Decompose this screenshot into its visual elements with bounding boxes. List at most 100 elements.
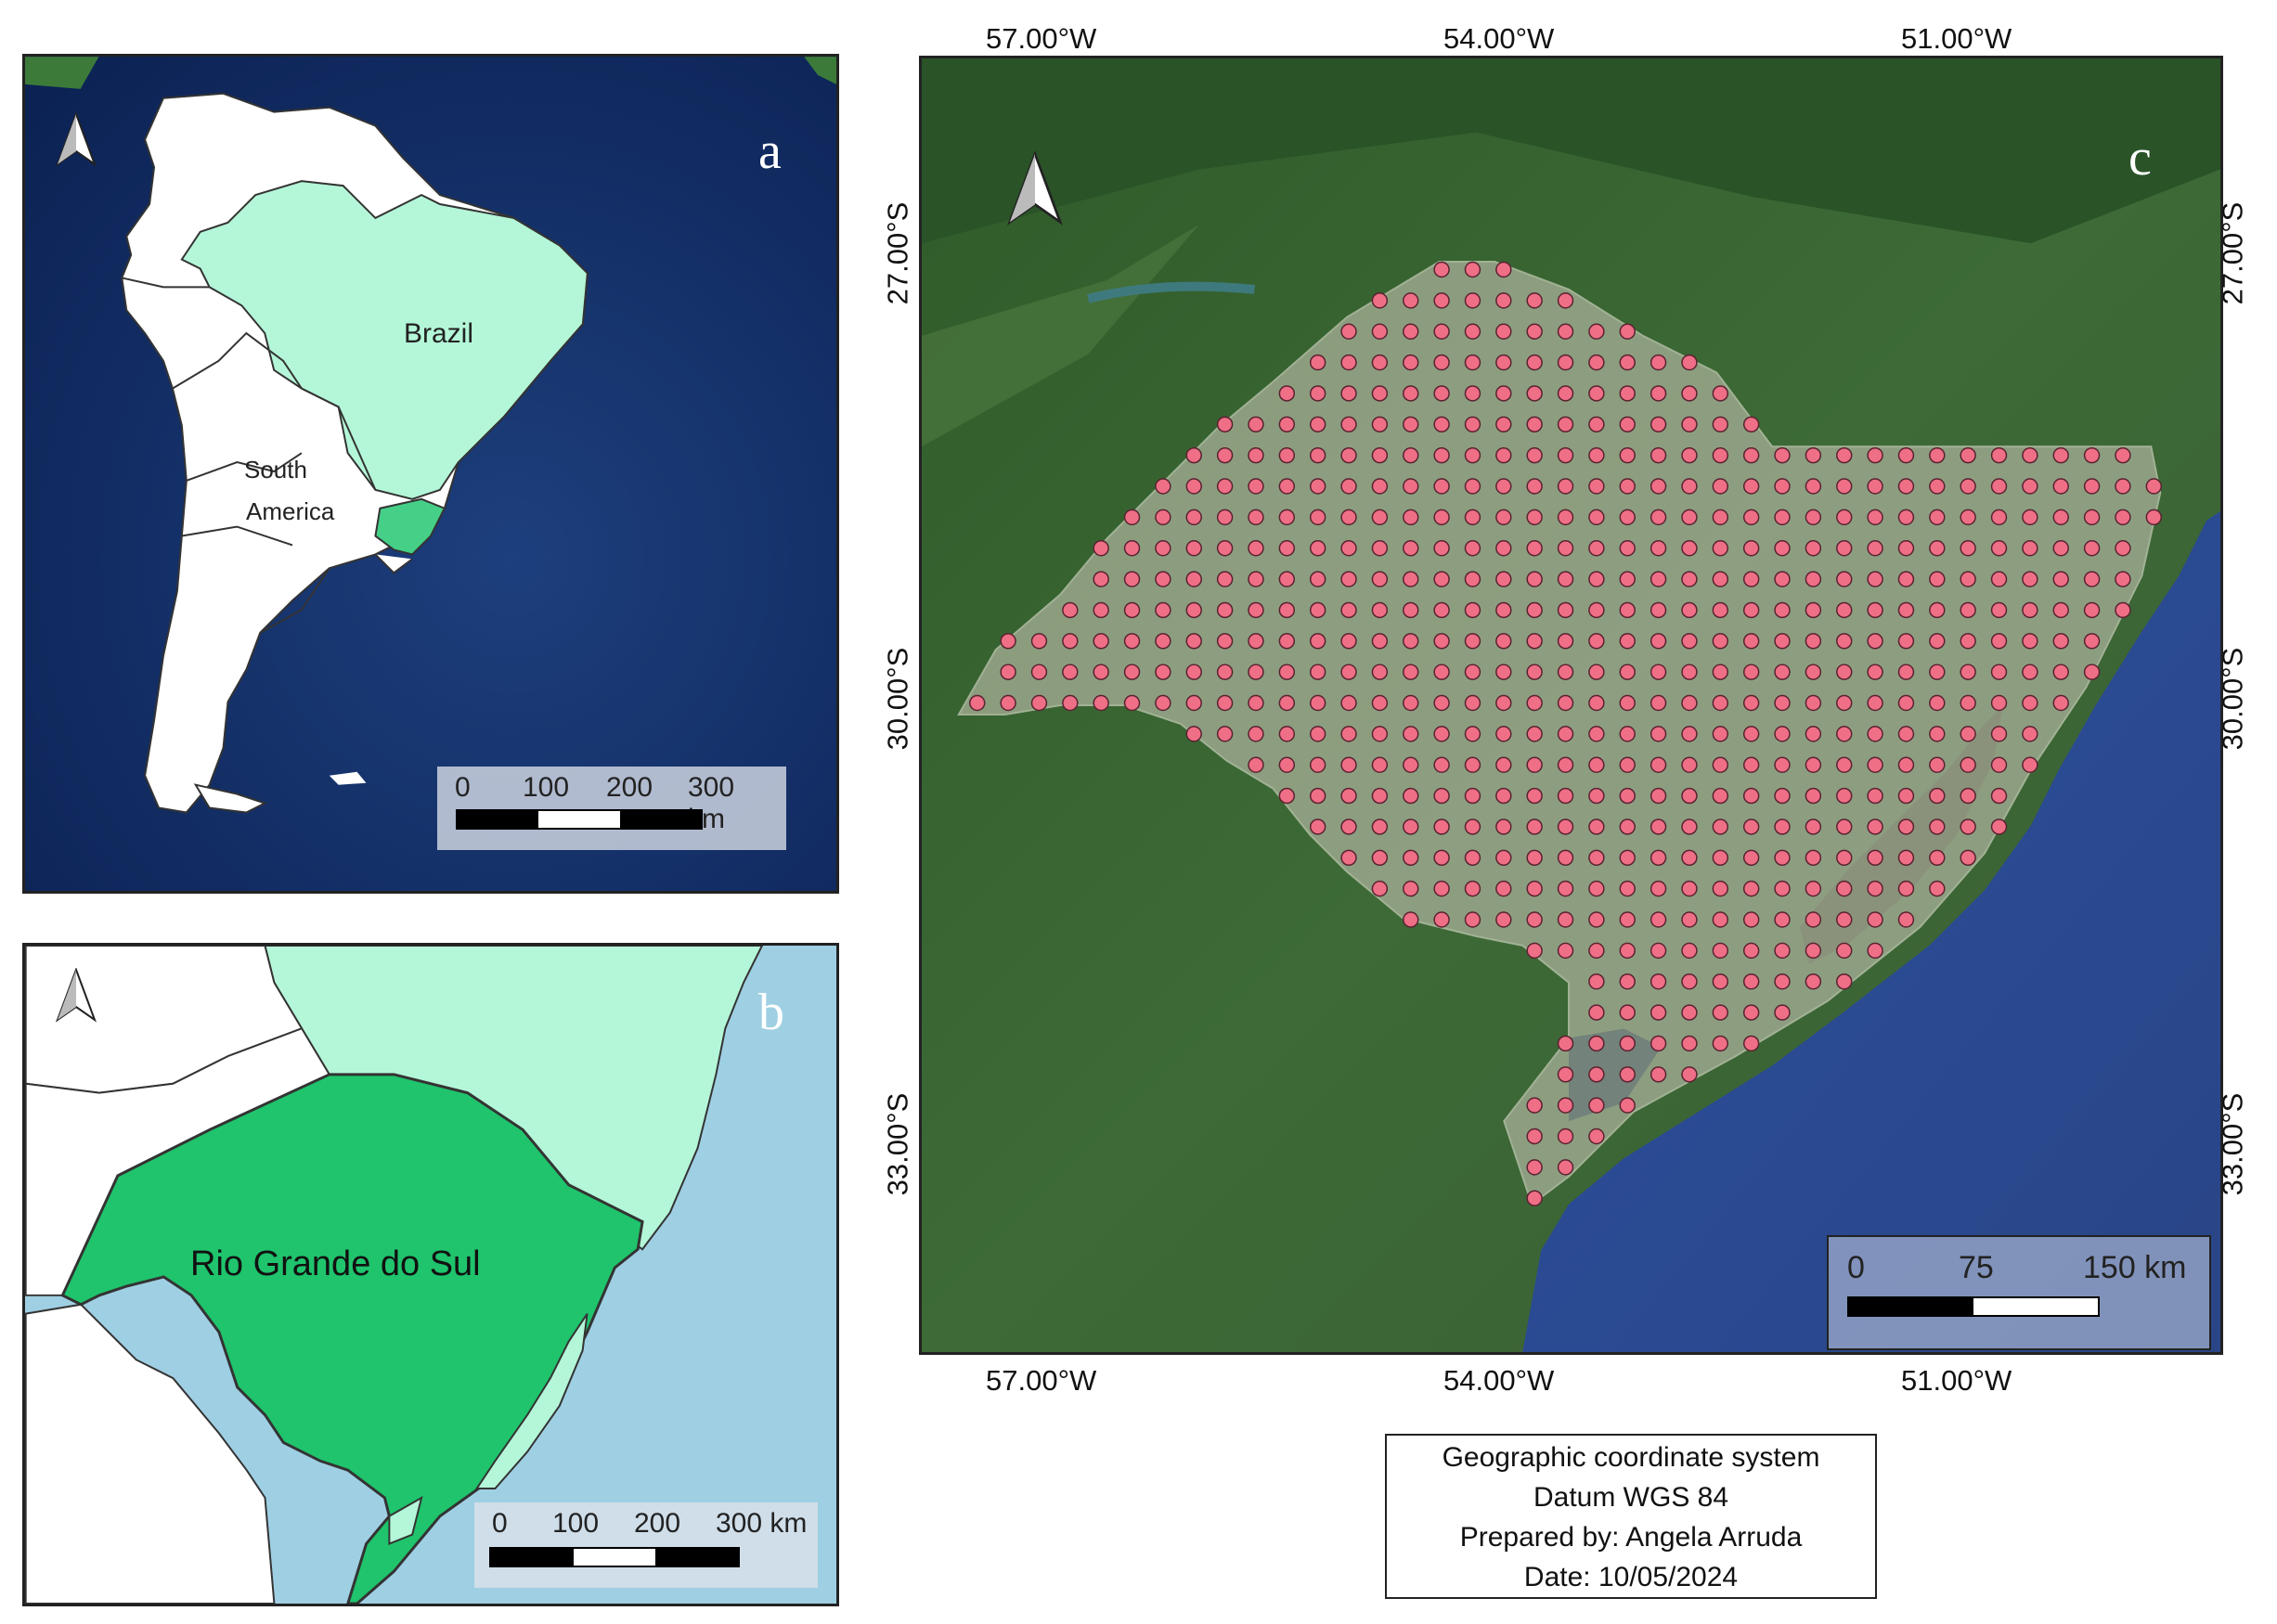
sampling-point xyxy=(1960,818,1976,835)
scale-tick: 0 xyxy=(455,772,471,803)
sampling-point xyxy=(1805,849,1822,867)
sampling-point xyxy=(1650,509,1667,526)
sampling-point xyxy=(1526,571,1543,587)
sampling-point xyxy=(1681,571,1698,587)
sampling-point xyxy=(1155,571,1171,587)
sampling-point xyxy=(1371,385,1389,402)
sampling-point xyxy=(2022,540,2038,557)
sampling-point xyxy=(1062,664,1079,680)
sampling-point xyxy=(1990,726,2008,742)
sampling-point xyxy=(1248,756,1264,773)
sampling-point xyxy=(1371,292,1389,309)
sampling-point xyxy=(1526,354,1543,371)
sampling-point xyxy=(1712,911,1729,928)
sampling-point xyxy=(1867,756,1883,773)
sampling-point xyxy=(1774,664,1791,680)
sampling-point xyxy=(1185,571,1202,587)
sampling-point xyxy=(1557,818,1574,835)
sampling-point xyxy=(1464,911,1481,928)
sampling-point xyxy=(1248,540,1264,557)
sampling-point xyxy=(1712,1035,1729,1052)
sampling-point xyxy=(1960,509,1976,526)
sampling-point xyxy=(1774,973,1791,990)
sampling-point xyxy=(1742,478,1760,495)
sampling-point xyxy=(2022,571,2038,587)
sampling-point xyxy=(1464,756,1481,773)
sampling-point xyxy=(1216,571,1234,587)
sampling-point xyxy=(1681,942,1698,960)
sampling-point xyxy=(1960,787,1976,805)
sampling-point xyxy=(1897,726,1915,742)
sampling-point xyxy=(1867,509,1883,526)
sampling-point xyxy=(1712,509,1729,526)
sampling-point xyxy=(1619,571,1636,587)
sampling-point xyxy=(1867,942,1883,960)
sampling-point xyxy=(1805,756,1822,773)
sampling-point xyxy=(1588,664,1605,680)
sampling-point xyxy=(2083,571,2101,587)
sampling-point xyxy=(1742,756,1760,773)
sampling-point xyxy=(1897,446,1915,464)
sampling-point xyxy=(1712,973,1729,990)
sampling-point xyxy=(1216,601,1234,619)
sampling-point xyxy=(1371,601,1389,619)
sampling-point xyxy=(1526,509,1543,526)
sampling-point xyxy=(1403,601,1419,619)
sampling-point xyxy=(1403,540,1419,557)
sampling-point xyxy=(1929,756,1946,773)
sampling-point xyxy=(1929,694,1946,712)
sampling-point xyxy=(1495,787,1512,805)
sampling-point xyxy=(1681,880,1698,897)
sampling-point xyxy=(1867,849,1883,867)
sampling-point xyxy=(1897,601,1915,619)
label-rio-grande-do-sul: Rio Grande do Sul xyxy=(190,1244,481,1283)
scale-tick: 200 xyxy=(606,772,653,803)
sampling-point xyxy=(1742,540,1760,557)
sampling-point xyxy=(1742,1004,1760,1021)
sampling-point xyxy=(1340,756,1357,773)
sampling-point xyxy=(1774,756,1791,773)
sampling-point xyxy=(1867,601,1883,619)
sampling-point xyxy=(1309,818,1326,835)
sampling-point xyxy=(1557,942,1574,960)
sampling-point xyxy=(1650,478,1667,495)
sampling-point xyxy=(2083,664,2101,680)
sampling-point xyxy=(1309,694,1326,712)
sampling-point xyxy=(1309,446,1326,464)
scale-tick: 300 km xyxy=(716,1508,808,1539)
sampling-point xyxy=(1433,509,1450,526)
sampling-point xyxy=(1495,261,1512,278)
sampling-point xyxy=(1867,664,1883,680)
sampling-point xyxy=(1897,849,1915,867)
sampling-point xyxy=(1309,571,1326,587)
sampling-point xyxy=(1712,849,1729,867)
sampling-point xyxy=(1557,540,1574,557)
sampling-point xyxy=(1990,601,2008,619)
sampling-point xyxy=(1742,880,1760,897)
sampling-point xyxy=(1526,787,1543,805)
sampling-point xyxy=(1805,973,1822,990)
sampling-point xyxy=(1742,787,1760,805)
lon-label-bottom: 54.00°W xyxy=(1443,1364,1555,1397)
sampling-point xyxy=(1650,664,1667,680)
sampling-point xyxy=(1990,509,2008,526)
sampling-point xyxy=(1742,694,1760,712)
sampling-point xyxy=(1836,509,1853,526)
sampling-point xyxy=(1619,509,1636,526)
sampling-point xyxy=(2145,509,2163,526)
sampling-point xyxy=(1742,1035,1760,1052)
sampling-point xyxy=(1712,633,1729,650)
sampling-point xyxy=(1805,726,1822,742)
sampling-point xyxy=(2052,694,2069,712)
north-arrow-icon xyxy=(53,968,99,1024)
sampling-point xyxy=(1805,911,1822,928)
sampling-point xyxy=(1526,540,1543,557)
sampling-point xyxy=(1495,849,1512,867)
sampling-point xyxy=(1650,385,1667,402)
sampling-point xyxy=(1309,478,1326,495)
lon-label-top: 54.00°W xyxy=(1443,22,1555,55)
sampling-point xyxy=(1836,880,1853,897)
sampling-point xyxy=(1185,726,1202,742)
sampling-point xyxy=(1650,354,1667,371)
sampling-point xyxy=(1464,292,1481,309)
